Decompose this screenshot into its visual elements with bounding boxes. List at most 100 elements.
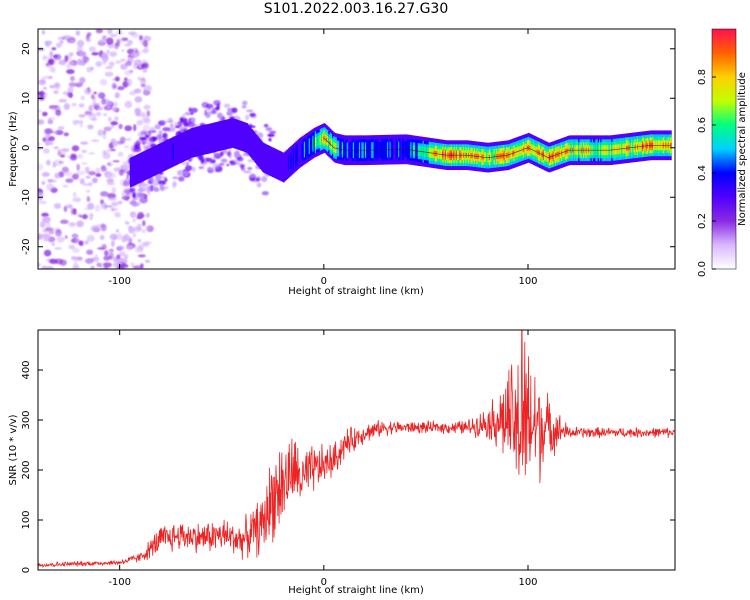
spectrogram-ridge-cell bbox=[316, 136, 318, 147]
spectrogram-noise-blob bbox=[137, 112, 146, 117]
spectrogram-noise-blob bbox=[56, 42, 62, 48]
spectrogram-noise-blob bbox=[141, 63, 148, 68]
spectrogram-ridge-cell bbox=[221, 124, 224, 147]
spectrogram-noise-blob bbox=[41, 30, 46, 35]
spectrogram-ridge-cell bbox=[186, 134, 188, 157]
spectrogram-ridge-cell bbox=[158, 147, 160, 170]
spectrogram-noise-blob bbox=[210, 159, 216, 163]
spectrogram-noise-blob bbox=[85, 189, 91, 193]
spectrogram-ridge-cell bbox=[278, 154, 280, 177]
spectrogram-noise-blob bbox=[42, 137, 47, 142]
spectrogram-noise-blob bbox=[104, 71, 114, 77]
spectrogram-noise-blob bbox=[66, 69, 75, 75]
spectrogram-noise-blob bbox=[54, 172, 60, 179]
spectrogram-noise-blob bbox=[38, 109, 43, 113]
spectrogram-noise-blob bbox=[162, 127, 170, 132]
spectrogram-ridge-cell bbox=[274, 152, 277, 175]
spectrogram-noise-blob bbox=[71, 233, 79, 239]
spectrogram-noise-blob bbox=[124, 100, 133, 109]
spectrogram-noise-blob bbox=[57, 149, 62, 157]
spectrogram-ridge-cell bbox=[528, 145, 530, 151]
spectrogram-noise-blob bbox=[124, 137, 132, 142]
spectrogram-ridge-cell bbox=[240, 124, 242, 147]
spectrogram-noise-blob bbox=[121, 235, 127, 243]
spectrogram-noise-blob bbox=[103, 262, 112, 268]
spectrogram-noise-blob bbox=[118, 258, 125, 263]
spectrogram-noise-blob bbox=[42, 92, 49, 98]
spectrogram-noise-blob bbox=[191, 166, 196, 173]
spectrogram-noise-blob bbox=[127, 39, 133, 45]
spectrogram-noise-blob bbox=[152, 178, 159, 182]
spectrogram-ridge-cell bbox=[160, 146, 163, 169]
spectrogram-ridge-cell bbox=[170, 142, 172, 164]
spectrogram-noise-blob bbox=[217, 112, 223, 119]
spectrogram-noise-blob bbox=[65, 178, 74, 183]
spectrogram-noise-blob bbox=[106, 104, 112, 109]
snr-x-tick-label: 0 bbox=[321, 577, 327, 588]
spectrogram-noise-blob bbox=[265, 127, 273, 132]
spectrogram-noise-blob bbox=[116, 245, 125, 251]
spectrogram-noise-blob bbox=[121, 195, 130, 200]
spectrogram-noise-blob bbox=[136, 119, 144, 126]
spectrogram-noise-blob bbox=[256, 182, 262, 188]
spectrogram-ridge-cell bbox=[162, 145, 165, 168]
spectrogram-noise-blob bbox=[241, 105, 247, 109]
spectrogram-noise-blob bbox=[141, 241, 150, 246]
spectrogram-ridge-cell bbox=[200, 129, 203, 152]
spectrogram-ridge-cell bbox=[311, 136, 313, 153]
spectrogram-ridge-cell bbox=[161, 146, 164, 168]
snr-panel: -100 0 100 0 100 200 300 400 Height of straigh… bbox=[8, 329, 676, 596]
spectrogram-x-tick-label: -100 bbox=[108, 276, 131, 287]
spectrogram-ridge-cell bbox=[227, 123, 230, 145]
spectrogram-noise-blob bbox=[94, 204, 101, 212]
spectrogram-ridge-cell bbox=[192, 131, 194, 154]
spectrogram-ridge-cell bbox=[226, 123, 229, 146]
spectrogram-ridge-cell bbox=[243, 126, 246, 148]
spectrogram-noise-blob bbox=[67, 92, 73, 98]
spectrogram-noise-blob bbox=[41, 212, 49, 217]
spectrogram-noise-blob bbox=[121, 49, 125, 53]
spectrogram-noise-blob bbox=[43, 249, 52, 257]
spectrogram-noise-blob bbox=[228, 153, 233, 159]
spectrogram-noise-blob bbox=[100, 191, 109, 197]
spectrogram-ridge-cell bbox=[302, 142, 305, 159]
spectrogram-noise-blob bbox=[99, 78, 108, 86]
spectrogram-noise-blob bbox=[46, 183, 54, 191]
spectrogram-ridge-cell bbox=[202, 129, 204, 152]
spectrogram-noise-blob bbox=[95, 167, 102, 174]
spectrogram-ridge-cell bbox=[260, 144, 263, 167]
spectrogram-noise-blob bbox=[95, 61, 102, 67]
spectrogram-ridge-cell bbox=[172, 143, 175, 160]
spectrogram-ridge-cell bbox=[151, 150, 154, 173]
spectrogram-noise-blob bbox=[74, 258, 78, 266]
spectrogram-noise-blob bbox=[189, 117, 196, 124]
spectrogram-ridge-cell bbox=[275, 153, 278, 175]
spectrogram-noise-blob bbox=[84, 87, 92, 95]
spectrogram-noise-blob bbox=[63, 171, 73, 177]
spectrogram-noise-blob bbox=[81, 162, 88, 165]
spectrogram-ridge-cell bbox=[155, 149, 158, 171]
spectrogram-noise-blob bbox=[133, 124, 137, 132]
spectrogram-noise-blob bbox=[54, 82, 60, 88]
spectrogram-noise-blob bbox=[83, 56, 90, 63]
colorbar-tick-label: 0.4 bbox=[697, 165, 708, 181]
colorbar-tick-label: 0.8 bbox=[697, 69, 708, 85]
spectrogram-noise-blob bbox=[38, 119, 45, 125]
spectrogram-ridge-cell bbox=[286, 153, 289, 176]
spectrogram-ridge-cell bbox=[273, 151, 275, 174]
colorbar-label: Normalized spectral amplitude bbox=[737, 72, 748, 226]
spectrogram-noise-blob bbox=[114, 92, 120, 98]
spectrogram-ridge-cell bbox=[154, 149, 156, 172]
spectrogram-noise-blob bbox=[115, 60, 122, 64]
spectrogram-ridge-cell bbox=[317, 136, 319, 146]
spectrogram-noise-blob bbox=[125, 61, 132, 67]
spectrogram-noise-blob bbox=[92, 112, 96, 120]
spectrogram-ridge-layer bbox=[129, 118, 672, 188]
spectrogram-ridge-cell bbox=[138, 157, 141, 180]
spectrogram-noise-blob bbox=[135, 140, 141, 146]
spectrogram-noise-blob bbox=[38, 142, 41, 146]
spectrogram-noise-blob bbox=[129, 90, 136, 96]
spectrogram-noise-blob bbox=[89, 213, 94, 218]
spectrogram-noise-blob bbox=[101, 54, 109, 63]
